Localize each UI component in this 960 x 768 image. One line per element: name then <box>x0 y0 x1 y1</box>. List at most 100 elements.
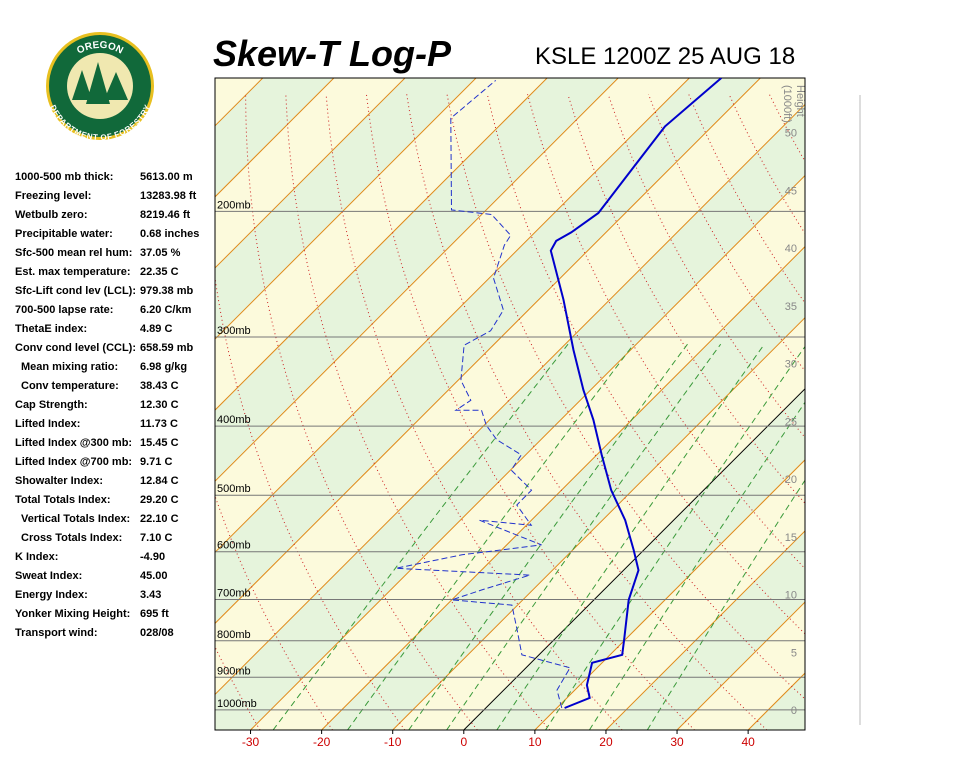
chart-title: Skew-T Log-P <box>213 33 452 74</box>
stat-label: Cap Strength: <box>15 399 88 411</box>
stat-value: 22.10 C <box>140 513 179 525</box>
isotherm <box>215 78 406 269</box>
pressure-label: 300mb <box>217 325 251 337</box>
stat-value: 11.73 C <box>140 418 178 430</box>
dry-adiabat <box>930 94 960 730</box>
pressure-label: 700mb <box>217 587 251 599</box>
stat-label: K Index: <box>15 551 58 563</box>
stat-value: 38.43 C <box>140 380 179 392</box>
isotherm <box>392 317 805 730</box>
height-label: 10 <box>785 590 797 602</box>
height-label: 30 <box>785 359 797 371</box>
dry-adiabat <box>215 274 406 730</box>
stat-label: Lifted Index @700 mb: <box>15 456 132 468</box>
x-tick-label: 10 <box>528 735 542 749</box>
dry-adiabat <box>406 94 768 730</box>
stat-value: 695 ft <box>140 608 169 620</box>
dry-adiabat <box>890 94 960 730</box>
isotherm <box>215 78 761 625</box>
stat-label: 700-500 lapse rate: <box>15 304 113 316</box>
stat-value: 12.30 C <box>140 399 179 411</box>
stat-label: Energy Index: <box>15 589 88 601</box>
height-label: 0 <box>791 705 797 717</box>
stat-label: 1000-500 mb thick: <box>15 171 113 183</box>
pressure-label: 1000mb <box>217 698 257 710</box>
height-label: 20 <box>785 474 797 486</box>
mixing-ratio-line <box>588 401 805 730</box>
temperature-band <box>819 78 960 730</box>
stat-label: Precipitable water: <box>15 228 113 240</box>
stat-value: 6.98 g/kg <box>140 361 187 373</box>
stat-value: 22.35 C <box>140 266 179 278</box>
dry-adiabat <box>365 94 695 730</box>
isotherm <box>463 388 805 730</box>
stat-label: Est. max temperature: <box>15 266 131 278</box>
dry-adiabat <box>285 94 551 730</box>
dry-adiabat <box>850 94 960 730</box>
x-tick-label: -10 <box>384 735 402 749</box>
pressure-label: 600mb <box>217 540 251 552</box>
isotherm <box>215 78 690 553</box>
stat-label: Mean mixing ratio: <box>21 361 118 373</box>
stat-label: ThetaE index: <box>15 323 87 335</box>
isotherm <box>819 78 960 730</box>
pressure-label: 800mb <box>217 629 251 641</box>
stat-value: 9.71 C <box>140 456 172 468</box>
stat-label: Conv temperature: <box>21 380 119 392</box>
stat-value: 8219.46 ft <box>140 209 190 221</box>
mixing-ratio-line <box>272 343 569 730</box>
mixing-ratio-line <box>646 479 805 730</box>
mixing-ratio-line <box>545 345 805 730</box>
stat-label: Lifted Index @300 mb: <box>15 437 132 449</box>
plot-background <box>215 78 960 730</box>
isotherm <box>215 78 619 482</box>
stat-label: Vertical Totals Index: <box>21 513 130 525</box>
isotherm <box>215 103 805 696</box>
mixing-ratio-line <box>446 343 722 730</box>
isotherm <box>215 78 335 198</box>
stat-value: 15.45 C <box>140 437 179 449</box>
profile-line <box>549 78 722 709</box>
stat-value: -4.90 <box>140 551 165 563</box>
height-label: 25 <box>785 416 797 428</box>
stat-value: 979.38 mb <box>140 285 193 297</box>
isotherm <box>250 174 805 730</box>
mixing-ratio-line <box>408 343 688 730</box>
height-label: 45 <box>785 185 797 197</box>
stat-value: 6.20 C/km <box>140 304 192 316</box>
stat-value: 45.00 <box>140 570 168 582</box>
stat-value: 5613.00 m <box>140 171 193 183</box>
dry-adiabat <box>810 94 960 730</box>
isotherm <box>605 530 805 730</box>
stat-label: Wetbulb zero: <box>15 209 88 221</box>
stat-label: Total Totals Index: <box>15 494 111 506</box>
height-title: Height <box>794 85 806 117</box>
stat-value: 12.84 C <box>140 475 179 487</box>
stat-label: Sweat Index: <box>15 570 82 582</box>
x-tick-label: 0 <box>460 735 467 749</box>
stat-label: Lifted Index: <box>15 418 80 430</box>
height-label: 40 <box>785 243 797 255</box>
stat-label: Yonker Mixing Height: <box>15 608 130 620</box>
x-tick-label: -20 <box>313 735 331 749</box>
logo-top: OREGON <box>75 40 125 57</box>
plot-frame <box>214 77 806 731</box>
stat-label: Sfc-Lift cond lev (LCL): <box>15 285 136 297</box>
height-label: 50 <box>785 128 797 140</box>
height-label: 35 <box>785 301 797 313</box>
height-label: 5 <box>791 647 797 659</box>
stat-value: 13283.98 ft <box>140 190 197 202</box>
height-units: (1000ft) <box>781 85 793 123</box>
stat-value: 0.68 inches <box>140 228 199 240</box>
stat-label: Cross Totals Index: <box>21 532 122 544</box>
x-tick-label: 30 <box>670 735 684 749</box>
stat-label: Conv cond level (CCL): <box>15 342 136 354</box>
stat-value: 37.05 % <box>140 247 181 259</box>
stat-label: Freezing level: <box>15 190 91 202</box>
chart-subtitle: KSLE 1200Z 25 AUG 18 <box>535 43 795 70</box>
x-tick-label: -30 <box>242 735 260 749</box>
logo: OREGON DEPARTMENT OF FORESTRY <box>46 32 154 142</box>
stat-value: 29.20 C <box>140 494 179 506</box>
